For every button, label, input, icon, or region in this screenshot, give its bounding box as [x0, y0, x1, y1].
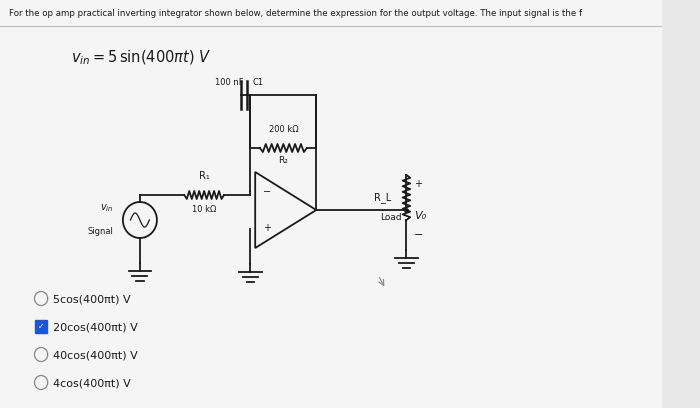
Bar	[35, 320, 48, 333]
Text: 20cos(400πt) V: 20cos(400πt) V	[53, 322, 138, 332]
Text: ✓: ✓	[38, 322, 44, 331]
Text: 10 kΩ: 10 kΩ	[192, 205, 216, 214]
Text: +: +	[262, 223, 271, 233]
Text: C1: C1	[253, 78, 263, 87]
Text: 40cos(400πt) V: 40cos(400πt) V	[53, 350, 138, 360]
Text: 5cos(400πt) V: 5cos(400πt) V	[53, 294, 131, 304]
Text: 200 kΩ: 200 kΩ	[269, 125, 298, 134]
Text: −: −	[262, 187, 271, 197]
Text: For the op amp practical inverting integrator shown below, determine the express: For the op amp practical inverting integ…	[10, 9, 582, 18]
Text: 4cos(400πt) V: 4cos(400πt) V	[53, 378, 131, 388]
Text: R₂: R₂	[279, 156, 288, 165]
Text: −: −	[414, 230, 424, 240]
Text: +: +	[414, 179, 422, 189]
Bar	[0, 0, 662, 26]
Text: Signal: Signal	[88, 228, 113, 237]
Text: 100 nF: 100 nF	[215, 78, 243, 87]
Text: V₀: V₀	[414, 211, 426, 221]
Text: R₁: R₁	[199, 171, 209, 181]
Text: R_L: R_L	[374, 192, 391, 203]
Text: Load: Load	[381, 213, 402, 222]
Text: $v_{in} = 5\,\sin(400\pi t)\ V$: $v_{in} = 5\,\sin(400\pi t)\ V$	[71, 49, 211, 67]
Text: $v_{in}$: $v_{in}$	[100, 202, 113, 214]
